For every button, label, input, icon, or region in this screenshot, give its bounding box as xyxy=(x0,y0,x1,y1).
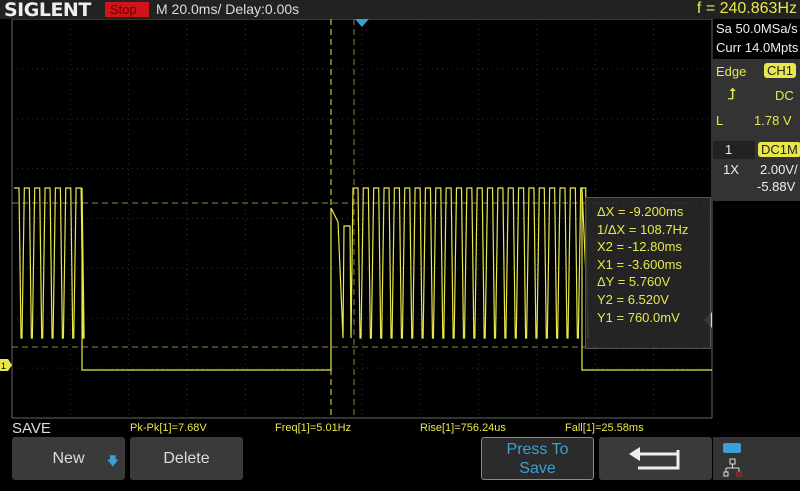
measurement-bar: Pk-Pk[1]=7.68V Freq[1]=5.01Hz Rise[1]=75… xyxy=(0,420,713,437)
sample-rate: Sa 50.0MSa/s xyxy=(716,21,798,36)
channel1-panel[interactable]: 1 DC1M 1X 2.00V/ -5.88V xyxy=(713,141,800,201)
menu-title: SAVE xyxy=(12,420,51,437)
trigger-source: CH1 xyxy=(764,63,797,78)
run-state-badge[interactable]: Stop xyxy=(105,2,149,17)
cursor-delta-x: ΔX = -9.200ms xyxy=(597,204,684,219)
right-info-panel: Sa 50.0MSa/s Curr 14.0Mpts Edge CH1 ⮥ DC… xyxy=(713,19,800,415)
cursor-x1-value: X1 = -3.600ms xyxy=(597,256,682,272)
vertical-offset: -5.88V xyxy=(757,179,796,194)
trigger-coupling: DC xyxy=(775,88,794,103)
rising-edge-icon: ⮥ xyxy=(727,86,737,103)
top-bar: SIGLENT Stop M 20.0ms/ Delay:0.00s f = 2… xyxy=(0,0,800,21)
new-button[interactable]: New 🡇 xyxy=(12,437,125,480)
ch1-trace xyxy=(14,187,712,371)
trigger-panel[interactable]: Edge CH1 ⮥ DC L 1.78 V xyxy=(713,59,800,147)
press-to-save-line1: Press To xyxy=(506,441,569,458)
back-button[interactable] xyxy=(599,437,712,480)
vertical-scale: 2.00V/ xyxy=(760,162,798,177)
press-to-save-button[interactable]: Press To Save xyxy=(481,437,594,480)
measurement-fall: Fall[1]=25.58ms xyxy=(565,422,644,434)
trigger-level: 1.78 V xyxy=(754,113,792,128)
cursor-readout-panel: ΔX = -9.200ms 1/ΔX = 108.7Hz X2 = -12.80… xyxy=(585,197,711,349)
ch1-ground-marker: 1 xyxy=(0,359,12,371)
status-area xyxy=(713,437,800,480)
return-icon xyxy=(628,447,679,470)
probe-attenuation: 1X xyxy=(723,162,739,177)
trigger-level-label: L xyxy=(716,113,724,128)
delete-button[interactable]: Delete xyxy=(130,437,243,480)
cursor-y2-value: Y2 = 6.520V xyxy=(597,291,669,307)
press-to-save-line2: Save xyxy=(519,460,556,477)
cursor-delta-y: ΔY = 5.760V xyxy=(597,274,671,290)
cursor-x2-value: X2 = -12.80ms xyxy=(597,239,682,255)
new-label: New xyxy=(52,450,85,467)
cursor-inverse-delta-x: 1/ΔX = 108.7Hz xyxy=(597,221,689,237)
network-icon xyxy=(723,458,742,477)
cursor-y1-value: Y1 = 760.0mV xyxy=(597,309,680,325)
channel-coupling: DC1M xyxy=(758,142,800,157)
usb-icon xyxy=(723,443,741,453)
memory-depth: Curr 14.0Mpts xyxy=(716,40,799,55)
svg-text:1: 1 xyxy=(1,361,6,371)
trigger-position-marker xyxy=(355,19,369,27)
measurement-pkpk: Pk-Pk[1]=7.68V xyxy=(130,422,207,434)
brand-logo: SIGLENT xyxy=(4,0,91,21)
waveform-display[interactable]: 1 xyxy=(0,19,713,419)
channel-number: 1 xyxy=(725,142,733,157)
frequency-counter: f = 240.863Hz xyxy=(696,0,797,17)
measurement-rise: Rise[1]=756.24us xyxy=(420,422,506,434)
timebase-readout[interactable]: M 20.0ms/ Delay:0.00s xyxy=(156,1,300,17)
arrow-down-icon: 🡇 xyxy=(106,454,119,468)
trigger-type: Edge xyxy=(716,64,747,79)
measurement-freq: Freq[1]=5.01Hz xyxy=(275,422,352,434)
